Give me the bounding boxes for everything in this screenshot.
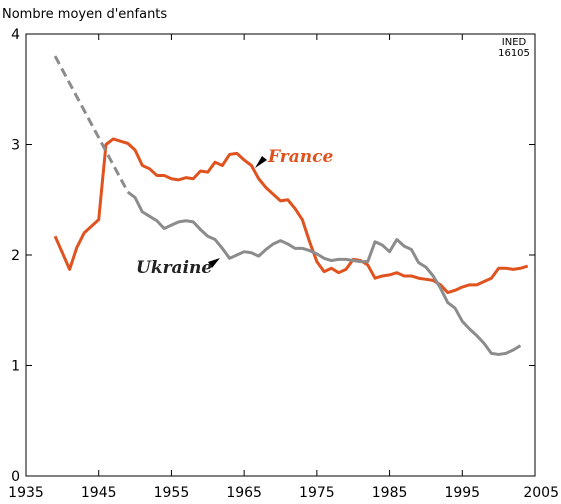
arrow xyxy=(208,258,220,268)
series-label: Ukraine xyxy=(136,258,212,278)
y-tick-label: 1 xyxy=(11,359,20,375)
note: INED xyxy=(502,37,527,48)
y-axis-label: Nombre moyen d'enfants xyxy=(2,7,167,22)
x-tick-label: 1975 xyxy=(299,485,335,501)
line xyxy=(53,55,130,193)
y-tick-label: 2 xyxy=(11,248,20,264)
x-tick-label: 1955 xyxy=(154,485,190,501)
x-tick-label: 2005 xyxy=(523,485,559,501)
line xyxy=(53,137,529,295)
x-tick-label: 1965 xyxy=(226,485,262,501)
line xyxy=(126,190,522,356)
x-tick-label: 1985 xyxy=(372,485,408,501)
note: 16105 xyxy=(498,48,530,59)
x-tick-label: 1995 xyxy=(444,485,480,501)
x-tick-label: 1935 xyxy=(8,485,44,501)
y-tick-label: 4 xyxy=(11,27,20,43)
series-label: France xyxy=(267,147,333,167)
x-tick-label: 1945 xyxy=(81,485,117,501)
y-tick-label: 0 xyxy=(11,469,20,485)
arrow xyxy=(255,156,267,168)
frame xyxy=(25,33,536,477)
y-tick-label: 3 xyxy=(11,138,20,154)
